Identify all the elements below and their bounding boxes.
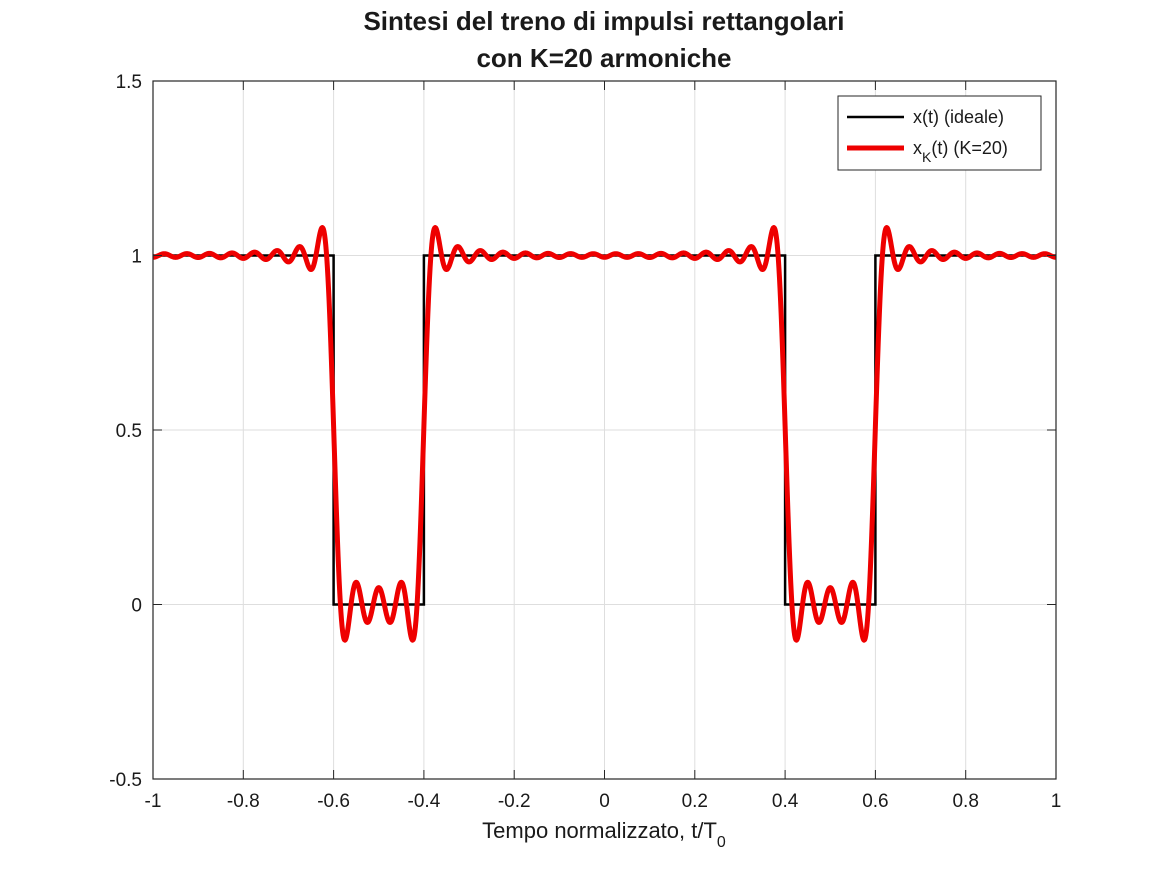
series-line-synthesis [151,225,1058,643]
y-tick-label: 1 [131,247,142,268]
x-tick-label: 0.8 [952,791,978,812]
x-tick-label: 0.6 [862,791,888,812]
x-tick-label: -0.6 [317,791,350,812]
legend-box [837,95,1042,171]
x-tick-label: 1 [1051,791,1062,812]
y-tick-label: -0.5 [109,770,142,791]
x-tick-label: -0.2 [498,791,531,812]
chart-title-line-2: con K=20 armoniche [476,43,731,73]
x-tick-label: -1 [145,791,162,812]
y-tick-label: 0 [131,596,142,617]
x-tick-label: 0 [599,791,610,812]
legend-label-synthesis: xK(t) (K=20) [913,138,1008,165]
plot-lines [151,225,1058,643]
axis-ticks: -1 -0.8 -0.6 -0.4 -0.2 0 0.2 0.4 0.6 0.8 1 -0.5 0 0.5… [109,72,1061,812]
chart-title-line-1: Sintesi del treno di impulsi rettangolar… [363,6,844,36]
x-tick-label: 0.4 [772,791,799,812]
chart-title: Sintesi del treno di impulsi rettangolar… [363,6,844,73]
y-tick-label: 0.5 [116,421,142,442]
legend: x(t) (ideale) xK(t) (K=20) [837,95,1042,171]
x-tick-label: 0.2 [682,791,708,812]
x-tick-label: -0.4 [408,791,441,812]
x-tick-label: -0.8 [227,791,260,812]
x-axis-label: Tempo normalizzato, t/T0 [482,818,726,851]
legend-label-ideal: x(t) (ideale) [913,107,1004,127]
y-tick-label: 1.5 [116,72,142,93]
